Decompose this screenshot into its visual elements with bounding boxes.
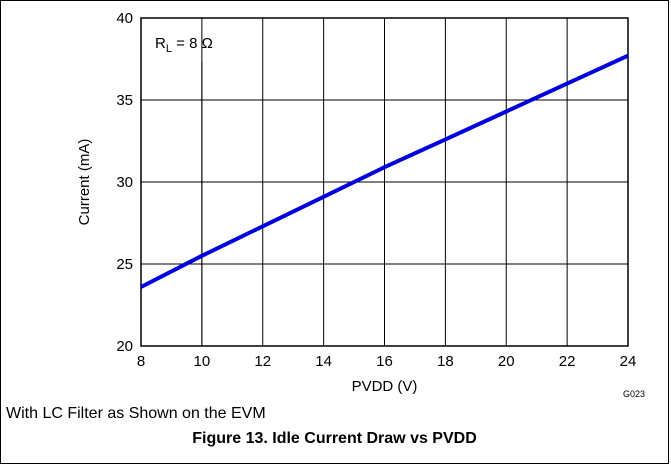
y-tick-label: 30 <box>116 174 133 191</box>
x-tick-label: 8 <box>137 353 145 370</box>
graph-code: G023 <box>623 389 645 399</box>
x-tick-label: 20 <box>498 353 515 370</box>
x-tick-label: 16 <box>376 353 393 370</box>
x-tick-label: 24 <box>620 353 637 370</box>
x-axis-title: PVDD (V) <box>352 378 418 395</box>
load-annotation: RL = 8 Ω <box>155 35 213 55</box>
figure-caption: Figure 13. Idle Current Draw vs PVDD <box>192 430 477 447</box>
annotation-subscript: L <box>166 43 172 55</box>
x-tick-label: 18 <box>437 353 454 370</box>
x-tick-label: 14 <box>315 353 332 370</box>
series-line <box>140 53 629 289</box>
x-tick-label: 22 <box>559 353 576 370</box>
grid <box>141 18 628 346</box>
plot-area-border <box>140 17 629 347</box>
annotation-rest: = 8 Ω <box>172 35 213 52</box>
footnote: With LC Filter as Shown on the EVM <box>6 405 266 422</box>
annotation-main: R <box>155 35 166 52</box>
x-tick-label: 12 <box>254 353 271 370</box>
tick-labels: 8 10 12 14 16 18 20 22 24 20 25 30 35 40 <box>116 10 636 370</box>
y-tick-label: 35 <box>116 92 133 109</box>
y-tick-label: 25 <box>116 256 133 273</box>
x-tick-label: 10 <box>194 353 211 370</box>
y-axis-title: Current (mA) <box>76 139 93 226</box>
y-tick-label: 40 <box>116 10 133 27</box>
series-layer <box>140 53 629 289</box>
y-tick-label: 20 <box>116 338 133 355</box>
